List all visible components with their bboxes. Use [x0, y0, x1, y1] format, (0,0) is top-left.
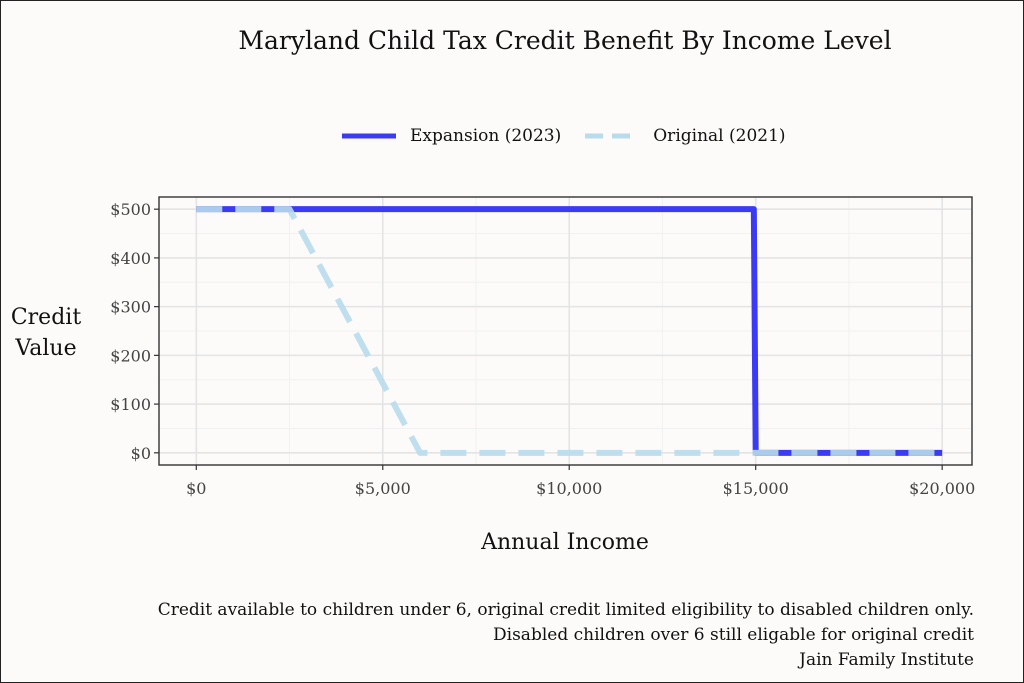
x-tick-label: $15,000	[723, 479, 789, 498]
y-tick-label: $100	[110, 395, 151, 414]
x-tick-label: $5,000	[355, 479, 411, 498]
legend: Expansion (2023) Original (2021)	[340, 121, 808, 151]
y-axis-label-line2: Value	[15, 336, 77, 361]
y-tick-label: $0	[131, 444, 151, 463]
caption-line-2: Disabled children over 6 still eligable …	[493, 625, 974, 645]
x-tick-label: $10,000	[536, 479, 602, 498]
legend-label-expansion: Expansion (2023)	[410, 126, 562, 146]
legend-label-original: Original (2021)	[653, 126, 786, 146]
legend-key-original	[585, 133, 640, 139]
plot-border	[158, 196, 973, 466]
caption-line-1: Credit available to children under 6, or…	[157, 600, 974, 620]
series-line-original	[196, 206, 943, 456]
y-tick-label: $200	[110, 346, 151, 365]
legend-key-expansion	[342, 133, 396, 139]
caption-line-3: Jain Family Institute	[799, 650, 974, 670]
x-tick-label: $20,000	[909, 479, 975, 498]
y-tick-label: $400	[110, 249, 151, 268]
x-axis-label: Annual Income	[481, 530, 649, 555]
y-axis-label-line1: Credit	[10, 305, 82, 330]
y-axis-label: Credit Value	[6, 302, 86, 364]
caption: Credit available to children under 6, or…	[158, 598, 974, 673]
y-tick-label: $500	[110, 200, 151, 219]
chart-title: Maryland Child Tax Credit Benefit By Inc…	[238, 26, 892, 55]
y-tick-label: $300	[110, 298, 151, 317]
x-tick-label: $0	[186, 479, 206, 498]
